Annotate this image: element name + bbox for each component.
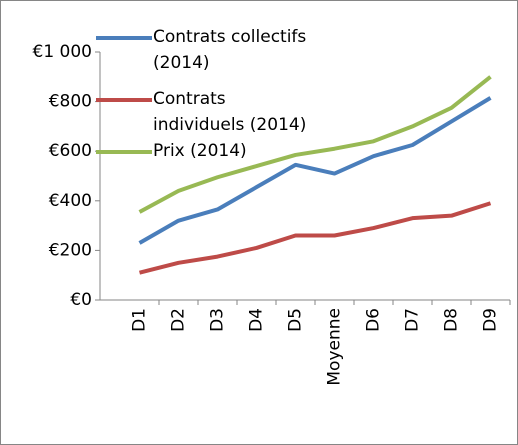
y-tick-label: €600 xyxy=(49,141,92,161)
x-tick-label: D1 xyxy=(130,308,150,332)
y-tick-label: €0 xyxy=(70,290,92,310)
x-tick-label: D3 xyxy=(208,308,228,332)
legend-label: Contrats collectifs (2014) xyxy=(153,27,307,73)
legend-label: Contrats individuels (2014) xyxy=(153,89,307,135)
legend-label: Prix (2014) xyxy=(153,141,247,161)
x-tick-label: D2 xyxy=(169,308,189,332)
x-tick-label: D9 xyxy=(481,308,501,332)
x-tick-label: D6 xyxy=(364,308,384,332)
y-tick-label: €400 xyxy=(49,191,92,211)
series-line xyxy=(138,75,492,214)
y-tick-label: €200 xyxy=(49,240,92,260)
x-tick-label: D5 xyxy=(286,308,306,332)
series-line xyxy=(139,201,492,275)
x-tick-label: D8 xyxy=(442,308,462,332)
x-tick-label: Moyenne xyxy=(325,308,345,386)
y-tick-label: €1 000 xyxy=(33,42,92,62)
x-tick-label: D4 xyxy=(247,308,267,332)
x-tick-label: D7 xyxy=(403,308,423,332)
series-line xyxy=(138,96,492,245)
y-tick-label: €800 xyxy=(49,92,92,112)
